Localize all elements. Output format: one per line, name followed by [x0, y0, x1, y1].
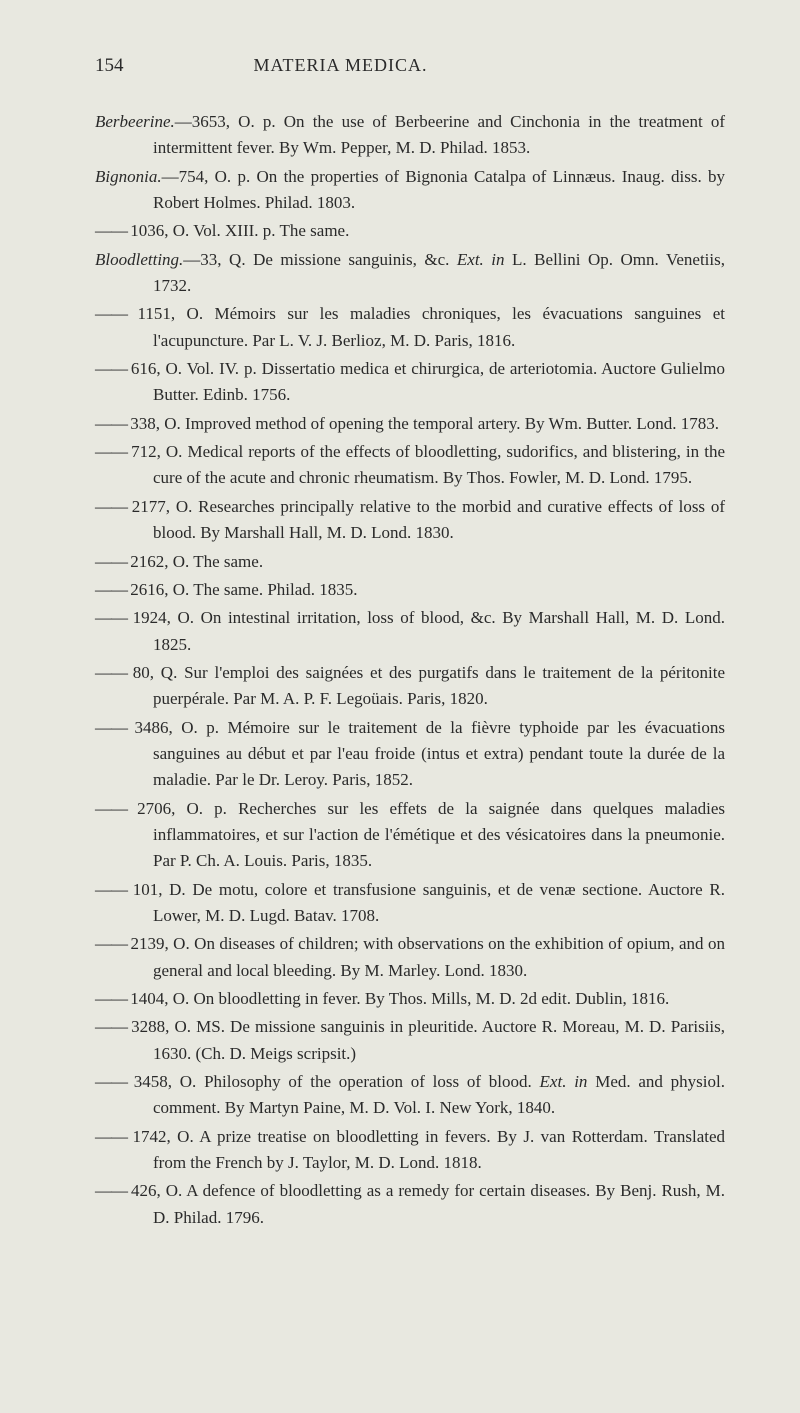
entry-text: 3458, O. Philosophy of the operation of … [134, 1072, 540, 1091]
entry-dash: —— [95, 442, 131, 461]
bibliography-entry: Berbeerine.—3653, O. p. On the use of Be… [95, 109, 725, 162]
entry-text: 712, O. Medical reports of the effects o… [131, 442, 725, 487]
entry-text: 3288, O. MS. De missione sanguinis in pl… [131, 1017, 725, 1062]
entry-text: 426, O. A defence of bloodletting as a r… [131, 1181, 725, 1226]
entry-text: 2139, O. On diseases of children; with o… [130, 934, 725, 979]
entry-dash: —— [95, 1072, 134, 1091]
entry-term: Bloodletting. [95, 250, 183, 269]
bibliography-entry: Bloodletting.—33, Q. De missione sanguin… [95, 247, 725, 300]
bibliography-entry: —— 2139, O. On diseases of children; wit… [95, 931, 725, 984]
entry-term: Berbeerine. [95, 112, 175, 131]
bibliography-entry: —— 1036, O. Vol. XIII. p. The same. [95, 218, 725, 244]
entry-text: 2616, O. The same. Philad. 1835. [130, 580, 357, 599]
bibliography-entry: —— 101, D. De motu, colore et transfusio… [95, 877, 725, 930]
bibliography-entry: —— 1151, O. Mémoirs sur les maladies chr… [95, 301, 725, 354]
bibliography-entry: —— 1924, O. On intestinal irritation, lo… [95, 605, 725, 658]
entry-text: 3486, O. p. Mémoire sur le traitement de… [135, 718, 726, 790]
entry-dash: —— [95, 989, 130, 1008]
entry-italic: Ext. in [457, 250, 505, 269]
bibliography-entry: —— 80, Q. Sur l'emploi des saignées et d… [95, 660, 725, 713]
entry-dash: —— [95, 880, 133, 899]
entry-text: —3653, O. p. On the use of Berbeerine an… [153, 112, 725, 157]
bibliography-entry: —— 2706, O. p. Recherches sur les effets… [95, 796, 725, 875]
entry-text: 1404, O. On bloodletting in fever. By Th… [130, 989, 669, 1008]
bibliography-entry: —— 1404, O. On bloodletting in fever. By… [95, 986, 725, 1012]
bibliography-entry: —— 1742, O. A prize treatise on bloodlet… [95, 1124, 725, 1177]
entry-dash: —— [95, 414, 130, 433]
bibliography-entry: —— 2616, O. The same. Philad. 1835. [95, 577, 725, 603]
entry-dash: —— [95, 663, 133, 682]
entry-text: 1742, O. A prize treatise on bloodlettin… [132, 1127, 725, 1172]
page-number: 154 [95, 55, 124, 77]
entry-text: 2162, O. The same. [130, 552, 263, 571]
entry-dash: —— [95, 718, 135, 737]
bibliography-entry: —— 3458, O. Philosophy of the operation … [95, 1069, 725, 1122]
entry-dash: —— [95, 359, 131, 378]
entry-text: 1151, O. Mémoirs sur les maladies chroni… [137, 304, 725, 349]
bibliography-entry: —— 338, O. Improved method of opening th… [95, 411, 725, 437]
entry-text: 616, O. Vol. IV. p. Dissertatio medica e… [131, 359, 725, 404]
entry-term: Bignonia. [95, 167, 162, 186]
entry-text: 101, D. De motu, colore et transfusione … [133, 880, 725, 925]
entry-text: —754, O. p. On the properties of Bignoni… [153, 167, 725, 212]
entry-text: —33, Q. De missione sanguinis, &c. [183, 250, 457, 269]
entry-italic: Ext. in [540, 1072, 588, 1091]
entry-dash: —— [95, 1017, 131, 1036]
entry-dash: —— [95, 1181, 131, 1200]
entry-dash: —— [95, 1127, 132, 1146]
entry-text: 2177, O. Researches principally relative… [132, 497, 725, 542]
bibliography-entry: —— 616, O. Vol. IV. p. Dissertatio medic… [95, 356, 725, 409]
bibliography-entry: —— 426, O. A defence of bloodletting as … [95, 1178, 725, 1231]
entries-list: Berbeerine.—3653, O. p. On the use of Be… [95, 109, 725, 1231]
bibliography-entry: —— 2177, O. Researches principally relat… [95, 494, 725, 547]
bibliography-entry: Bignonia.—754, O. p. On the properties o… [95, 164, 725, 217]
entry-dash: —— [95, 497, 132, 516]
entry-dash: —— [95, 304, 137, 323]
entry-text: 2706, O. p. Recherches sur les effets de… [137, 799, 725, 871]
bibliography-entry: —— 3288, O. MS. De missione sanguinis in… [95, 1014, 725, 1067]
bibliography-entry: —— 2162, O. The same. [95, 549, 725, 575]
entry-text: 338, O. Improved method of opening the t… [130, 414, 719, 433]
entry-dash: —— [95, 934, 130, 953]
entry-dash: —— [95, 221, 130, 240]
bibliography-entry: —— 712, O. Medical reports of the effect… [95, 439, 725, 492]
bibliography-entry: —— 3486, O. p. Mémoire sur le traitement… [95, 715, 725, 794]
entry-dash: —— [95, 799, 137, 818]
page-header: 154 MATERIA MEDICA. [95, 55, 725, 77]
entry-dash: —— [95, 580, 130, 599]
entry-dash: —— [95, 608, 133, 627]
entry-text: 80, Q. Sur l'emploi des saignées et des … [133, 663, 725, 708]
page-title: MATERIA MEDICA. [254, 55, 428, 76]
entry-text: 1924, O. On intestinal irritation, loss … [133, 608, 725, 653]
entry-text: 1036, O. Vol. XIII. p. The same. [130, 221, 349, 240]
entry-dash: —— [95, 552, 130, 571]
